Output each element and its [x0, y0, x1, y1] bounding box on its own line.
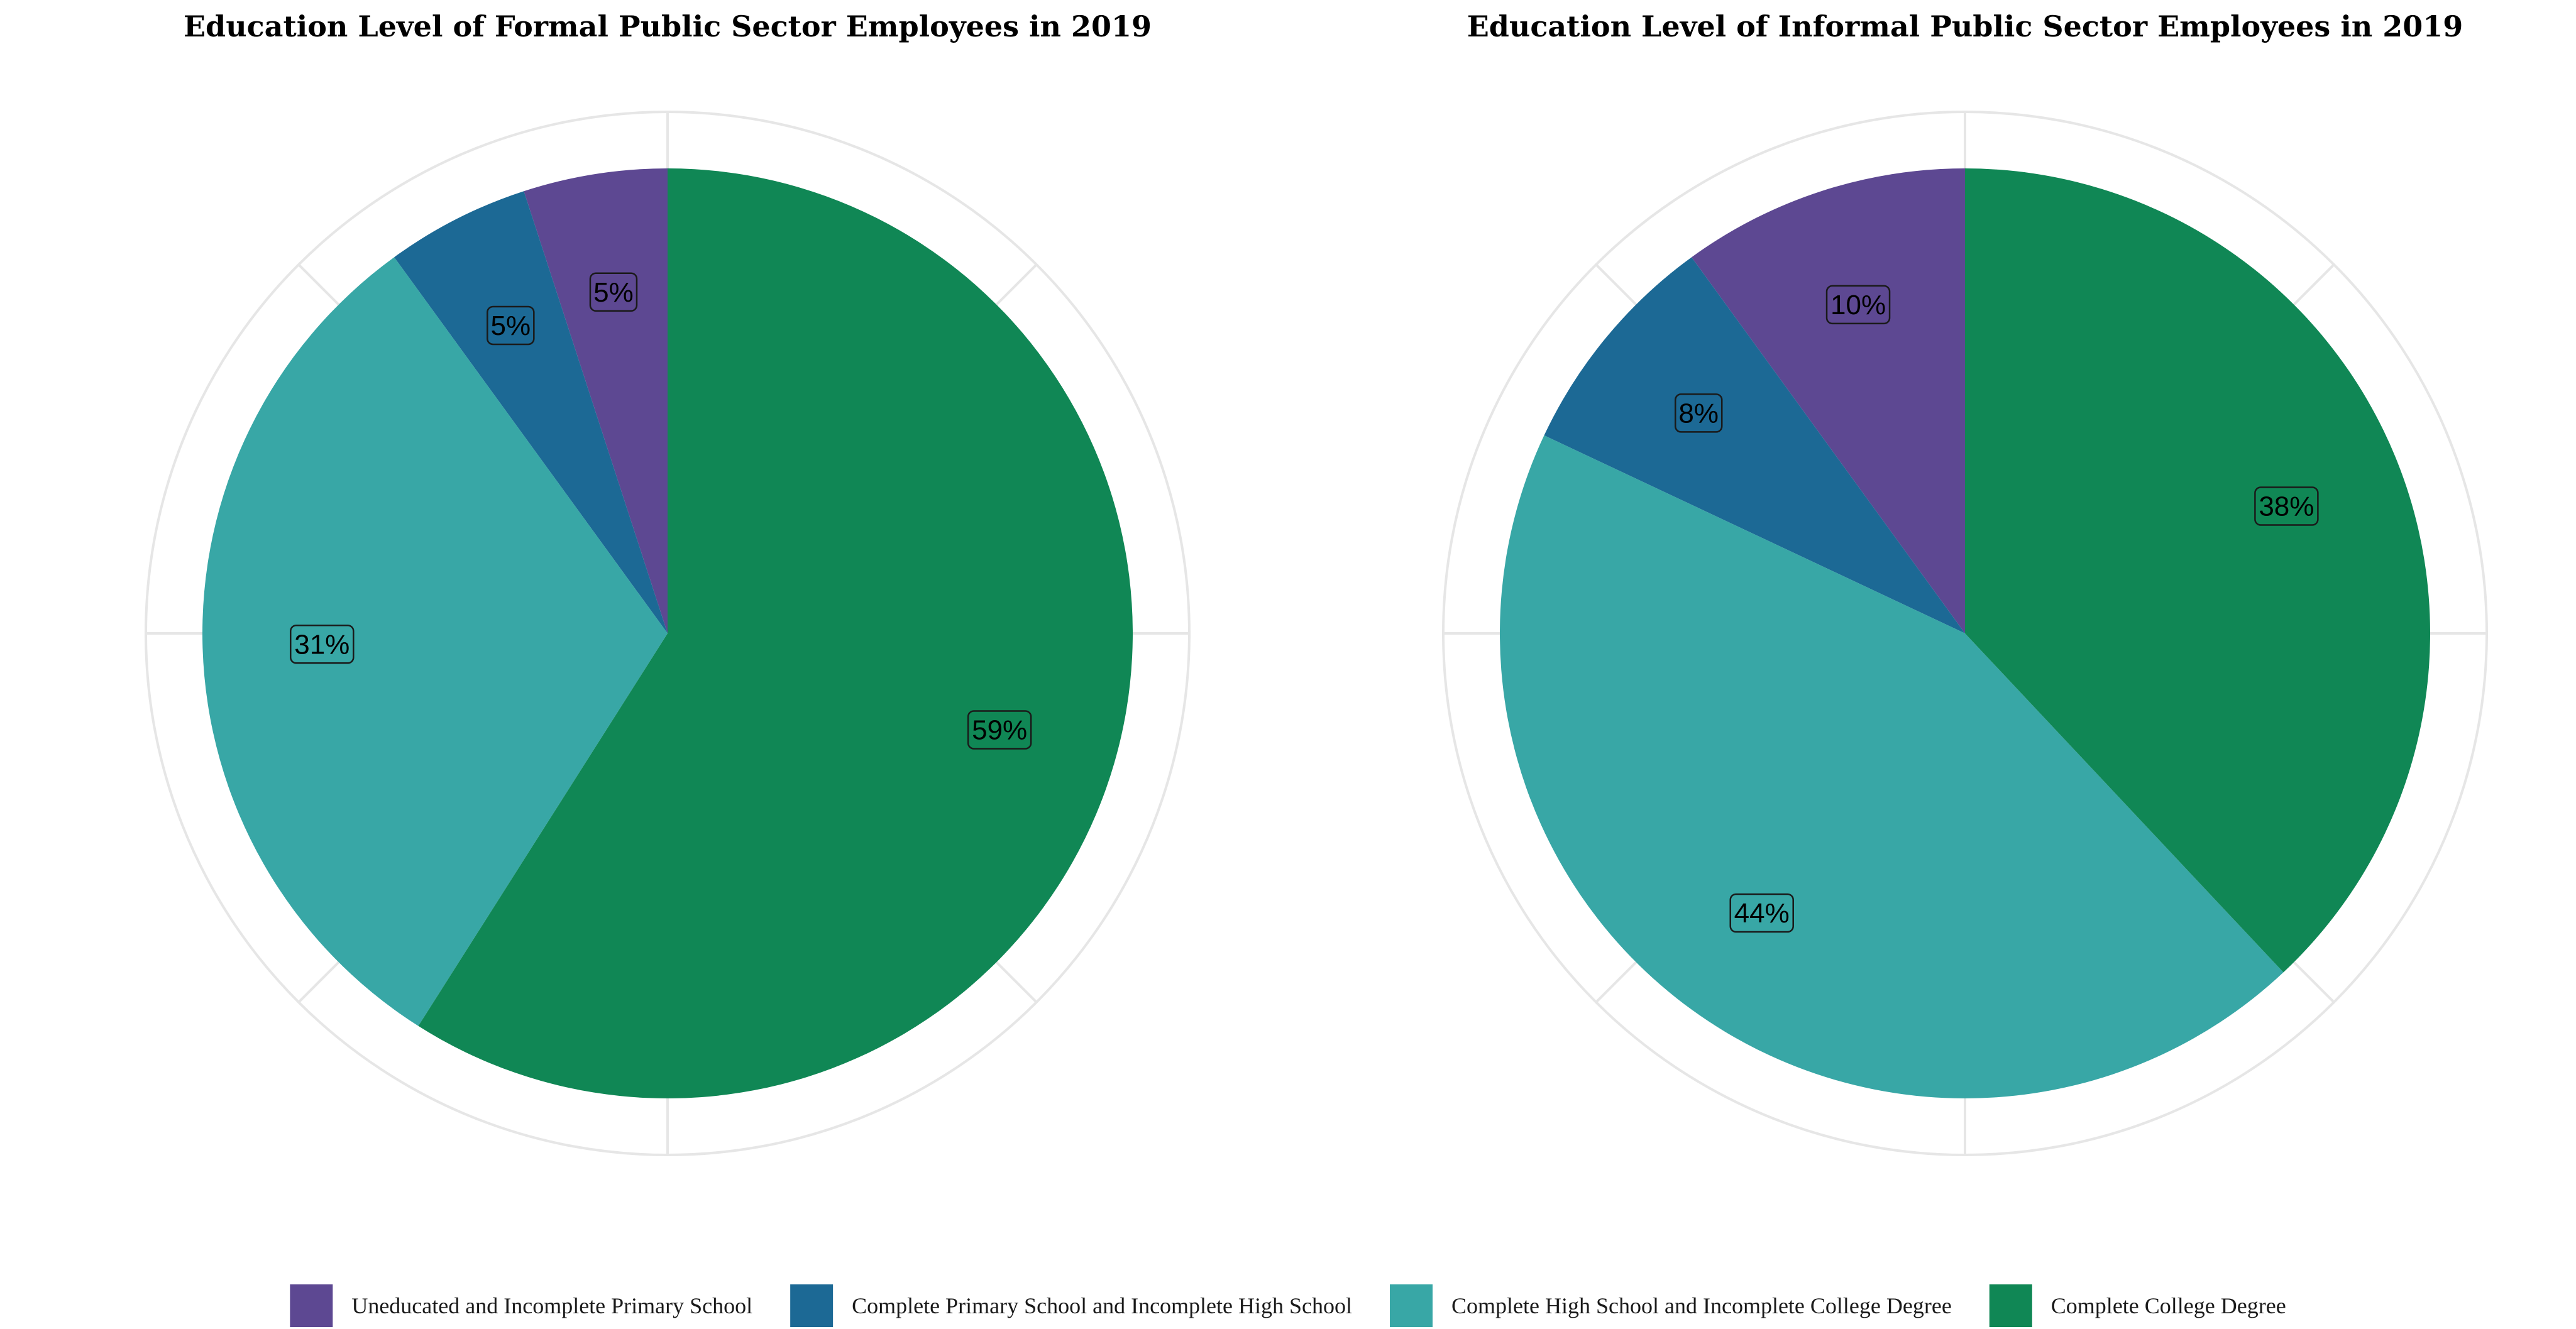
pie-slice-informal-2: [1544, 257, 1965, 634]
legend-label: Complete High School and Incomplete Coll…: [1451, 1293, 1952, 1318]
slice-labels-informal: 10% 8% 44% 38%: [1674, 285, 2319, 933]
grid-spoke-formal: [995, 263, 1038, 306]
legend-swatch: [790, 1284, 834, 1327]
slice-label-formal-3: 31%: [290, 625, 355, 664]
grid-informal: [1442, 111, 2488, 1156]
slice-label-text: 5%: [593, 277, 634, 308]
slice-label-box: [290, 625, 355, 664]
pie-slice-informal-4: [1965, 168, 2431, 973]
slice-label-informal-2: 8%: [1674, 393, 1723, 433]
slice-label-box: [967, 710, 1032, 750]
slice-label-text: 59%: [972, 714, 1027, 745]
slice-label-box: [1729, 893, 1794, 933]
slice-label-box: [589, 272, 638, 312]
slice-label-informal-3: 44%: [1729, 893, 1794, 933]
legend-swatch: [1390, 1284, 1433, 1327]
grid-spoke-formal: [297, 961, 340, 1004]
slice-label-formal-1: 5%: [589, 272, 638, 312]
slices-informal: [1500, 168, 2431, 1099]
slice-label-box: [1674, 393, 1723, 433]
grid-spoke-informal: [2293, 961, 2335, 1004]
chart-title-formal: Education Level of Formal Public Sector …: [184, 9, 1152, 43]
legend-item-4: Complete College Degree: [1989, 1284, 2286, 1327]
pie-slice-informal-1: [1692, 168, 1965, 633]
slice-label-text: 31%: [294, 629, 350, 660]
legend-swatch: [290, 1284, 333, 1327]
slice-label-text: 5%: [491, 310, 531, 341]
slice-label-informal-4: 38%: [2254, 486, 2319, 526]
legend-label: Complete College Degree: [2051, 1293, 2286, 1318]
legend-label: Uneducated and Incomplete Primary School: [351, 1293, 752, 1318]
pie-chart-informal: Education Level of Informal Public Secto…: [1442, 9, 2488, 1156]
legend-item-2: Complete Primary School and Incomplete H…: [790, 1284, 1352, 1327]
grid-formal: [145, 111, 1191, 1156]
slice-label-text: 8%: [1678, 398, 1719, 429]
slice-label-box: [1825, 285, 1891, 325]
slice-label-text: 10%: [1830, 290, 1886, 320]
slice-label-text: 44%: [1734, 898, 1790, 929]
legend-label: Complete Primary School and Incomplete H…: [852, 1293, 1352, 1318]
slice-label-formal-2: 5%: [487, 305, 535, 346]
slice-label-informal-1: 10%: [1825, 285, 1891, 325]
slice-labels-formal: 5% 5% 31% 59%: [290, 272, 1032, 750]
grid-spoke-informal: [1595, 263, 1638, 306]
grid-spoke-formal: [297, 263, 340, 306]
pie-slice-formal-2: [394, 191, 668, 634]
slice-label-box: [487, 305, 535, 346]
pie-slice-formal-3: [202, 257, 668, 1026]
pie-slice-formal-4: [418, 168, 1133, 1098]
pie-slice-informal-3: [1500, 435, 2284, 1099]
slice-label-formal-4: 59%: [967, 710, 1032, 750]
legend: Uneducated and Incomplete Primary School…: [290, 1284, 2286, 1327]
chart-title-informal: Education Level of Informal Public Secto…: [1467, 9, 2463, 43]
legend-swatch: [1989, 1284, 2032, 1327]
grid-spoke-formal: [995, 961, 1038, 1004]
pie-chart-formal: Education Level of Formal Public Sector …: [145, 9, 1191, 1156]
legend-item-1: Uneducated and Incomplete Primary School: [290, 1284, 752, 1327]
legend-item-3: Complete High School and Incomplete Coll…: [1390, 1284, 1952, 1327]
grid-spoke-informal: [1595, 961, 1638, 1004]
grid-spoke-informal: [2293, 263, 2335, 306]
slice-label-text: 38%: [2259, 491, 2314, 522]
slice-label-box: [2254, 486, 2319, 526]
